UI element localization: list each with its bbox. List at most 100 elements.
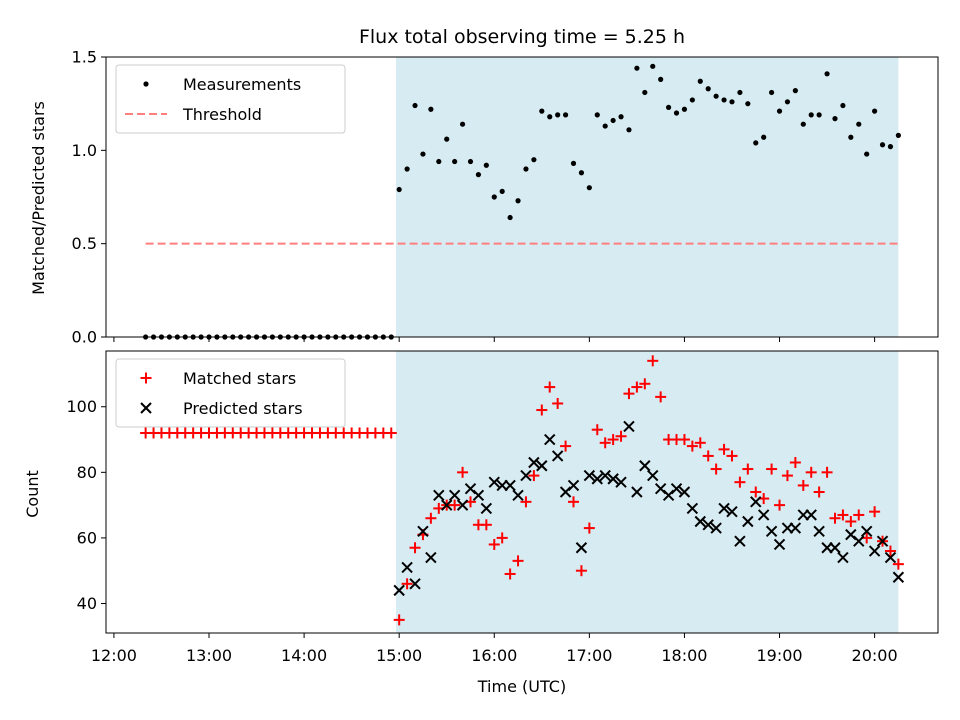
predicted-stars-point	[631, 486, 643, 498]
matched-stars-point	[528, 470, 540, 482]
legend-measurements-swatch	[143, 81, 149, 87]
measurements-point	[562, 112, 569, 118]
matched-stars-point	[774, 499, 786, 511]
measurements-point	[618, 114, 624, 120]
measurements-point	[610, 117, 616, 124]
measurements-point	[499, 188, 505, 194]
measurements-point	[673, 110, 680, 116]
measurements-point	[729, 99, 735, 105]
predicted-stars-point	[710, 522, 722, 534]
x-axis-label: Time (UTC)	[477, 677, 566, 696]
measurements-point	[467, 158, 474, 165]
predicted-stars-point	[750, 496, 762, 508]
predicted-stars-point	[393, 584, 405, 597]
top-y-axis-label: Matched/Predicted stars	[29, 101, 48, 295]
predicted-stars-point	[876, 535, 889, 547]
measurements-point	[602, 123, 608, 129]
predicted-stars-point	[837, 551, 849, 564]
y-tick-label: 40	[77, 594, 97, 613]
predicted-stars-point	[647, 469, 659, 482]
predicted-stars-point	[789, 522, 802, 534]
matched-stars-point	[639, 378, 651, 390]
matched-stars-point	[742, 463, 754, 475]
chart-title: Flux total observing time = 5.25 h	[359, 26, 685, 48]
x-tick-label: 16:00	[471, 646, 517, 665]
predicted-stars-point	[425, 551, 437, 564]
predicted-stars-point	[670, 483, 683, 495]
measurements-point	[753, 140, 759, 146]
predicted-stars-point	[694, 515, 706, 528]
predicted-stars-point	[536, 460, 548, 472]
legend-measurements-label: Measurements	[183, 75, 301, 94]
predicted-stars-point	[599, 469, 611, 482]
matched-stars-point	[488, 538, 500, 550]
measurements-point	[705, 86, 711, 92]
predicted-stars-point	[718, 502, 730, 515]
matched-stars-point	[726, 450, 738, 462]
matched-stars-point	[536, 404, 548, 416]
predicted-stars-point	[417, 525, 429, 538]
predicted-stars-point	[702, 519, 714, 531]
matched-stars-point	[385, 427, 397, 439]
matched-stars-point	[869, 506, 881, 518]
matched-stars-point	[853, 509, 865, 521]
observing-span	[396, 57, 899, 337]
matched-stars-point	[694, 437, 706, 449]
predicted-stars-point	[726, 505, 738, 518]
matched-stars-point	[734, 476, 746, 488]
matched-stars-point	[568, 496, 580, 508]
measurements-point	[547, 114, 553, 120]
predicted-stars-point	[805, 509, 817, 521]
measurements-point	[459, 121, 466, 127]
matched-stars-point	[401, 578, 413, 590]
matched-stars-point	[583, 522, 595, 534]
predicted-stars-point	[884, 551, 897, 564]
matched-stars-point	[393, 614, 405, 626]
measurements-point	[539, 108, 545, 114]
y-tick-label: 0.5	[72, 234, 97, 253]
matched-stars-point	[504, 568, 516, 580]
predicted-stars-point	[765, 525, 778, 538]
matched-stars-point	[647, 355, 659, 367]
measurements-point	[483, 162, 489, 168]
predicted-stars-point	[757, 509, 770, 521]
matched-stars-point	[575, 565, 587, 577]
x-tick-label: 14:00	[281, 646, 327, 665]
predicted-stars-point	[575, 542, 588, 554]
predicted-stars-point	[551, 450, 564, 462]
x-tick-label: 19:00	[756, 646, 802, 665]
predicted-stars-point	[742, 515, 754, 528]
measurements-point	[887, 144, 894, 150]
measurements-point	[555, 112, 561, 118]
matched-stars-point	[789, 456, 801, 468]
predicted-stars-point	[480, 502, 493, 515]
matched-stars-point	[591, 424, 603, 436]
matched-stars-point	[884, 545, 896, 557]
measurements-point	[697, 78, 703, 84]
matched-stars-point	[449, 499, 461, 511]
measurements-point	[824, 71, 830, 77]
predicted-stars-point	[583, 469, 596, 482]
matched-stars-point	[829, 512, 841, 524]
measurements-point	[832, 116, 838, 122]
measurements-point	[436, 158, 442, 165]
predicted-stars-point	[528, 456, 540, 469]
predicted-stars-point	[860, 525, 873, 538]
measurements-point	[856, 121, 862, 127]
measurements-point	[396, 186, 402, 193]
matched-stars-point	[750, 486, 762, 498]
legend-predicted-stars-swatch	[140, 402, 152, 414]
measurements-point	[879, 142, 886, 148]
predicted-stars-point	[607, 473, 619, 485]
predicted-stars-point	[853, 535, 865, 547]
matched-stars-point	[512, 555, 524, 567]
measurements-point	[784, 99, 791, 105]
matched-stars-point	[797, 479, 809, 491]
predicted-stars-point	[678, 486, 691, 498]
matched-stars-point	[892, 558, 904, 570]
measurements-point	[475, 172, 482, 178]
matched-stars-point	[607, 434, 619, 446]
measurements-point	[428, 106, 434, 112]
matched-stars-point	[805, 466, 817, 478]
predicted-stars-point	[520, 469, 532, 482]
